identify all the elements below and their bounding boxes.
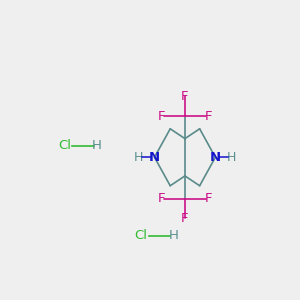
Text: N: N	[149, 151, 160, 164]
Text: H: H	[134, 151, 143, 164]
Text: H: H	[168, 229, 178, 242]
Text: F: F	[181, 90, 189, 103]
Text: Cl: Cl	[134, 229, 148, 242]
Text: F: F	[158, 110, 165, 122]
Text: H: H	[92, 139, 102, 152]
Text: F: F	[205, 192, 212, 205]
Text: F: F	[181, 212, 189, 225]
Text: F: F	[205, 110, 212, 122]
Text: H: H	[227, 151, 236, 164]
Text: N: N	[210, 151, 221, 164]
Text: F: F	[158, 192, 165, 205]
Text: Cl: Cl	[58, 139, 71, 152]
